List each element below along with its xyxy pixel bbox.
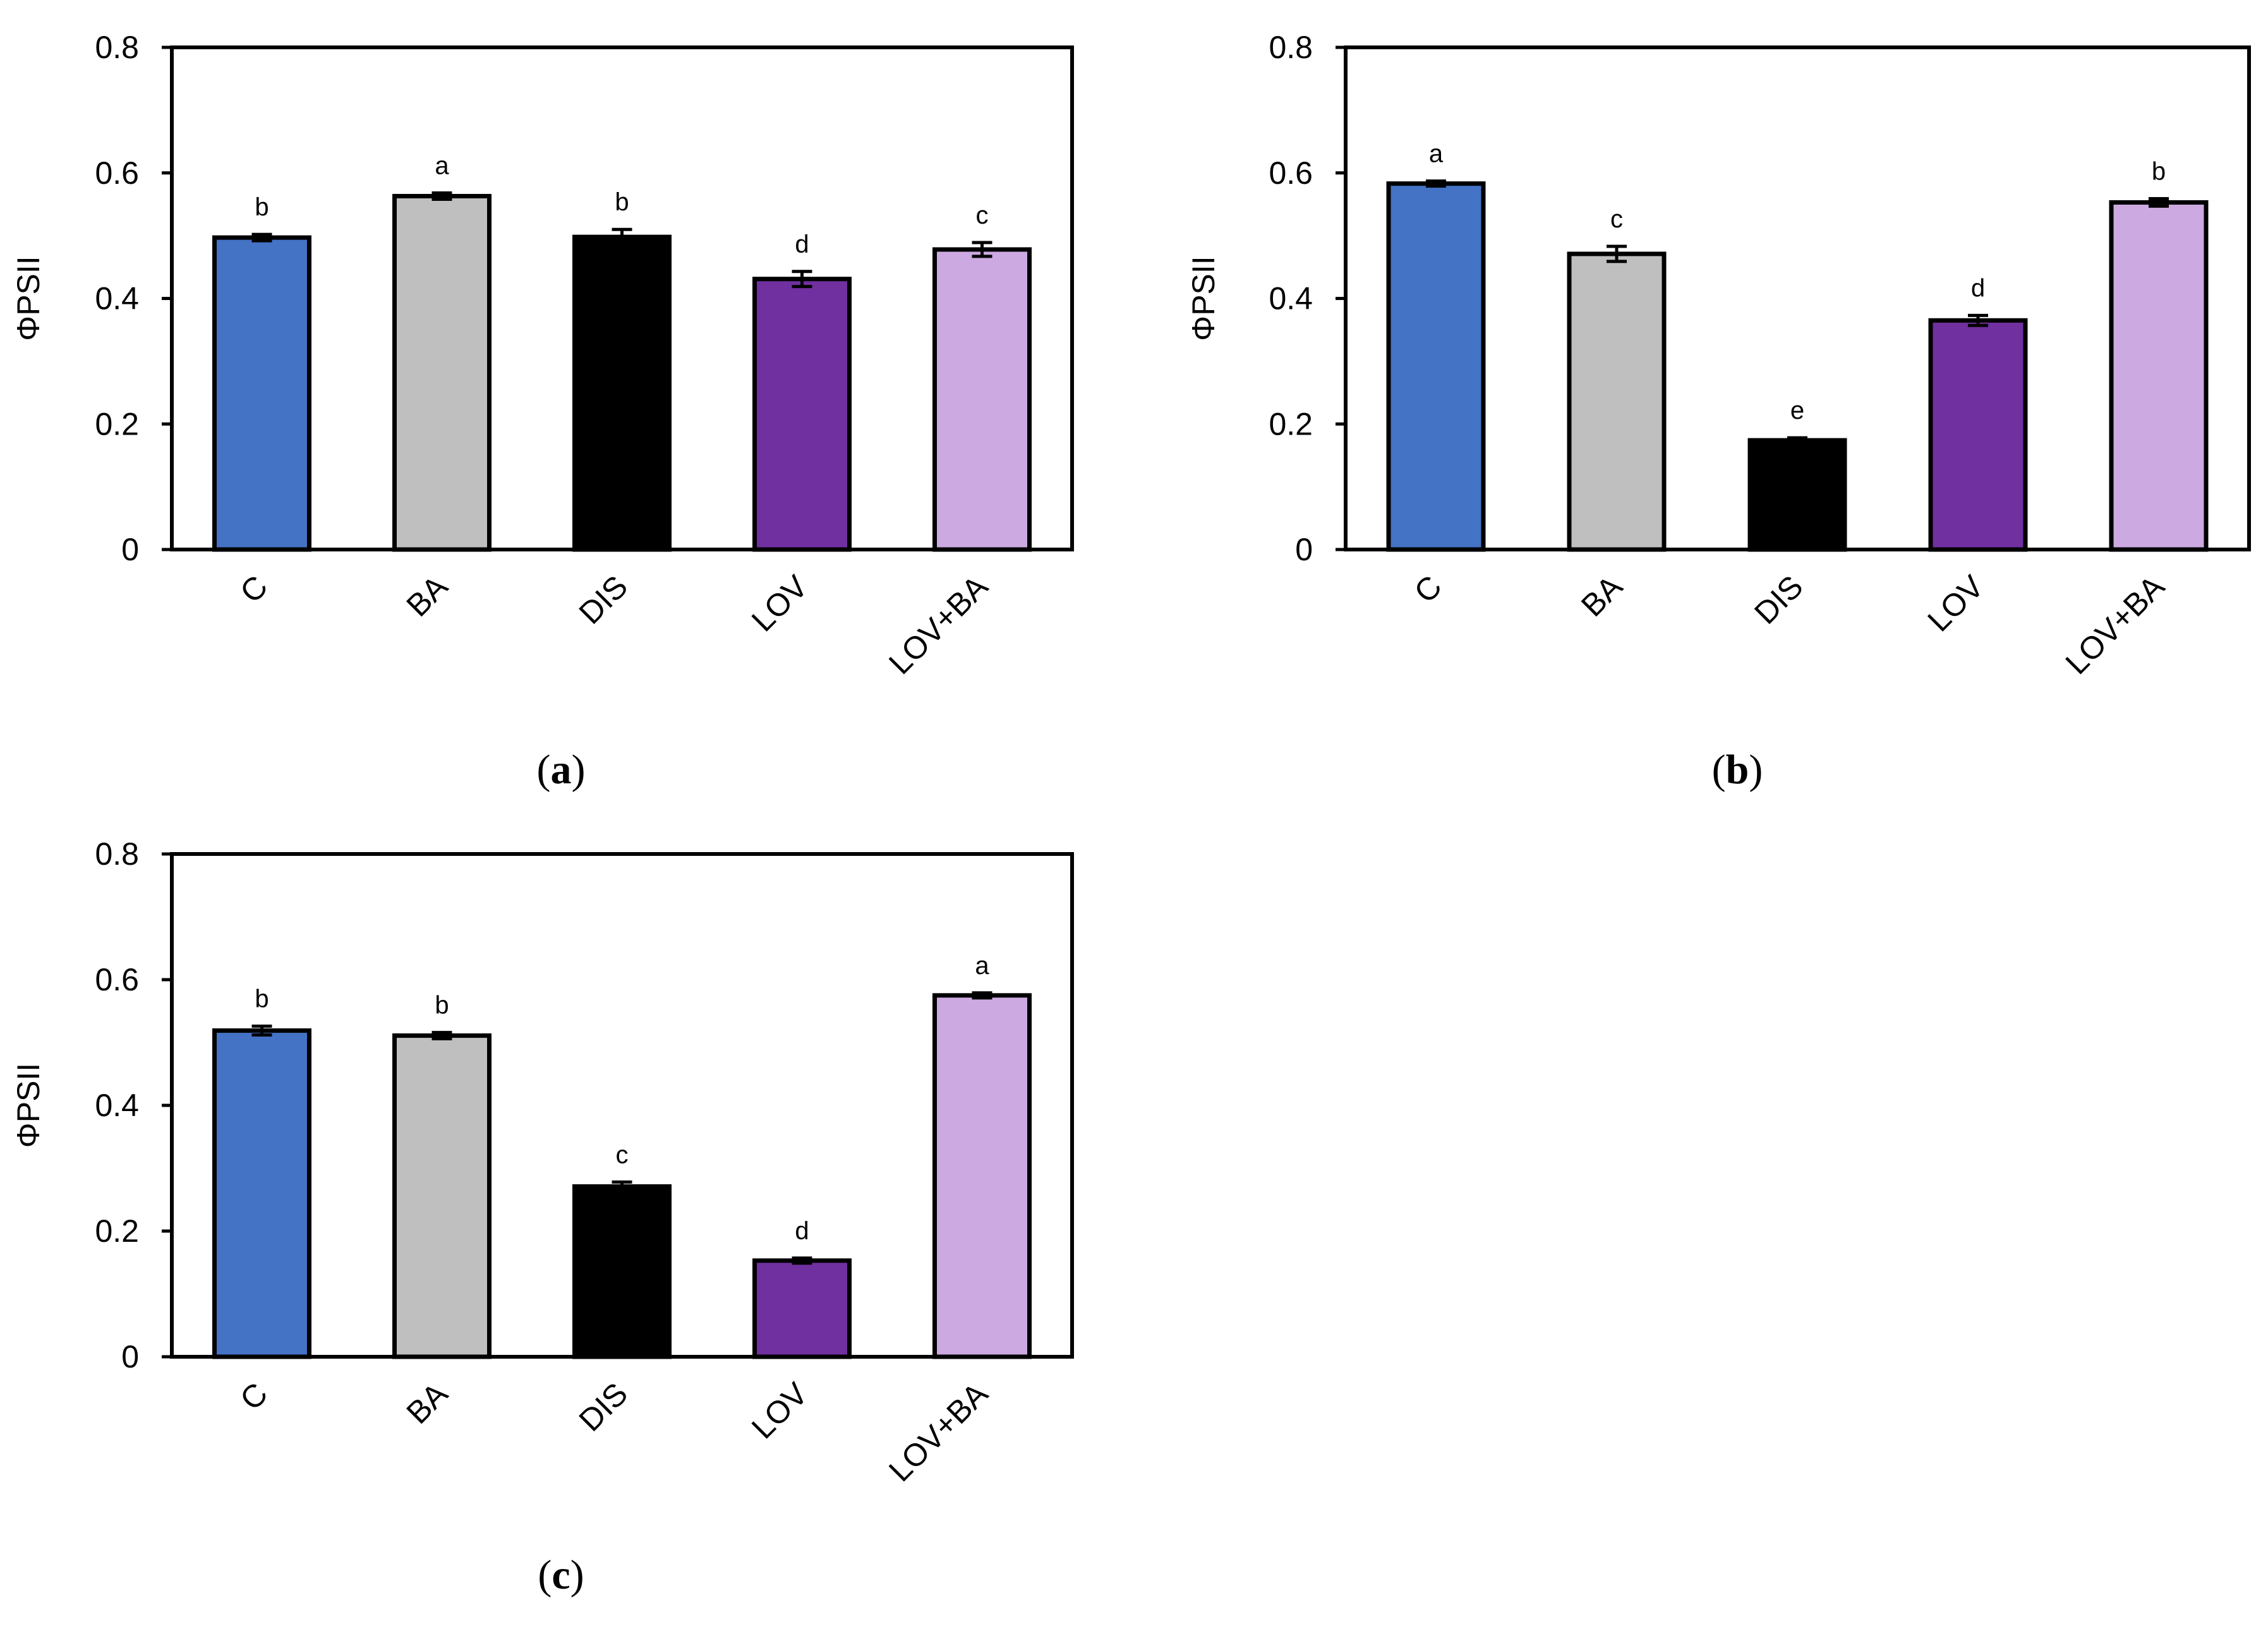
y-axis-title: ΦPSII (11, 256, 46, 340)
panel-caption: (b) (1712, 747, 1763, 793)
y-axis-title: ΦPSII (11, 1063, 46, 1148)
y-tick-label: 0.8 (95, 30, 139, 65)
error-bar (612, 227, 632, 246)
significance-letter: c (976, 201, 989, 229)
y-tick-label: 0.4 (95, 281, 139, 316)
y-tick-label: 0.8 (95, 836, 139, 872)
error-bar (612, 1180, 632, 1193)
bar-ba (392, 1033, 492, 1359)
caption-paren-close: ) (1749, 747, 1763, 793)
significance-letter: a (975, 952, 989, 980)
bar-lov (752, 1258, 852, 1359)
bar-lov-plus-ba (2109, 200, 2209, 552)
bar-c (1386, 181, 1486, 552)
bar-dis (572, 234, 672, 552)
bar-c (212, 1028, 311, 1359)
bar-lov (752, 277, 852, 552)
panel-caption: (c) (538, 1552, 584, 1598)
y-tick-label: 0.2 (1269, 406, 1313, 442)
significance-letter: b (255, 193, 268, 221)
error-bar (972, 241, 992, 258)
y-tick-label: 0.6 (95, 155, 139, 191)
error-bar (251, 1025, 272, 1037)
significance-letter: e (1790, 397, 1804, 424)
error-bar (251, 232, 272, 243)
bar-dis (572, 1184, 672, 1359)
caption-paren-close: ) (572, 747, 586, 793)
y-tick-label: 0.4 (95, 1088, 139, 1123)
bar-lov-plus-ba (932, 247, 1032, 552)
caption-paren-open: ( (1712, 747, 1726, 793)
bar-ba (1567, 251, 1667, 552)
y-tick-label: 0 (1295, 532, 1313, 567)
plot-frame (170, 852, 1074, 1359)
y-tick-label: 0.6 (95, 962, 139, 997)
error-bar (2149, 196, 2169, 208)
significance-letter: d (1971, 274, 1985, 302)
caption-letter: a (551, 747, 572, 793)
y-tick-label: 0.2 (95, 406, 139, 442)
significance-letter: a (435, 152, 449, 180)
y-tick-label: 0.6 (1269, 155, 1313, 191)
caption-letter: b (1726, 747, 1749, 793)
plot-frame (1344, 45, 2251, 551)
error-bar (792, 270, 812, 289)
caption-paren-close: ) (570, 1552, 584, 1598)
significance-letter: d (795, 1217, 809, 1245)
error-bar (431, 191, 452, 201)
panel-caption: (a) (537, 747, 586, 793)
error-bar (1607, 244, 1627, 263)
y-tick-label: 0 (121, 532, 139, 567)
bar-ba (392, 194, 492, 552)
bar-c (212, 235, 311, 552)
significance-letter: c (1610, 205, 1623, 233)
significance-letter: b (2152, 157, 2166, 185)
significance-letter: d (795, 231, 809, 258)
bar-lov-plus-ba (932, 993, 1032, 1359)
bar-dis (1747, 438, 1847, 552)
error-bar (792, 1256, 812, 1265)
y-axis-title: ΦPSII (1186, 256, 1221, 340)
significance-letter: b (435, 992, 449, 1019)
caption-letter: c (552, 1552, 570, 1598)
error-bar (1787, 436, 1807, 445)
plot-frame (170, 45, 1074, 551)
y-tick-label: 0 (121, 1339, 139, 1374)
y-tick-label: 0.8 (1269, 30, 1313, 65)
panel-a: 00.20.40.60.8bCaBAbDISdLOVcLOV+BAΦPSII(a… (11, 30, 1074, 793)
error-bar (1426, 179, 1446, 188)
significance-letter: b (615, 188, 629, 216)
caption-paren-open: ( (538, 1552, 552, 1598)
significance-letter: b (255, 985, 268, 1013)
significance-letter: a (1429, 140, 1444, 168)
y-tick-label: 0.2 (95, 1213, 139, 1249)
bar-lov (1928, 318, 2028, 552)
caption-paren-open: ( (537, 747, 551, 793)
significance-letter: c (616, 1141, 629, 1169)
error-bar (972, 991, 992, 1000)
panel-b: 00.20.40.60.8aCcBAeDISdLOVbLOV+BAΦPSII(b… (1186, 30, 2251, 793)
error-bar (431, 1031, 452, 1041)
error-bar (1968, 313, 1988, 327)
y-tick-label: 0.4 (1269, 281, 1313, 316)
